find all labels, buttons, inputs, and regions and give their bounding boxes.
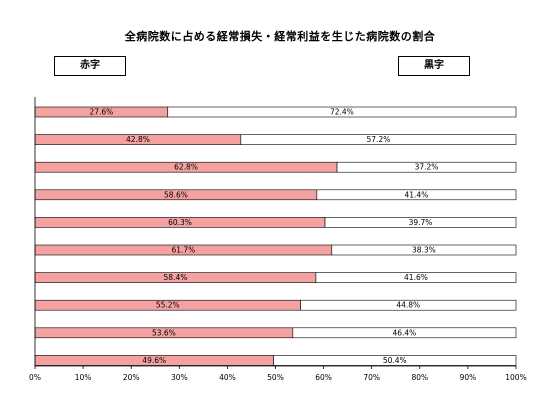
- bars-group: 27.6% 72.4% 42.8% 57.2% 62.8% 37.2% 58.6% 41.4%…: [34, 106, 517, 366]
- bar-surplus-6: [331, 244, 517, 256]
- x-tick-label-4: 40%: [219, 373, 236, 382]
- legend-surplus: 黒字: [398, 56, 470, 76]
- x-tick-label-7: 70%: [363, 373, 380, 382]
- bar-surplus-2: [240, 134, 517, 145]
- x-tick-label-1: 10%: [75, 373, 92, 382]
- label-deficit-6: 61.7%: [171, 246, 195, 255]
- x-tick-label-10: 100%: [505, 373, 526, 382]
- label-deficit-1: 27.6%: [89, 108, 113, 117]
- label-surplus-2: 57.2%: [367, 135, 391, 144]
- label-surplus-8: 44.8%: [396, 301, 420, 310]
- label-deficit-4: 58.6%: [164, 190, 188, 199]
- bar-surplus-9: [292, 327, 517, 339]
- label-deficit-10: 49.6%: [142, 356, 166, 365]
- x-tick-label-3: 30%: [171, 373, 188, 382]
- label-deficit-8: 55.2%: [156, 301, 180, 310]
- label-deficit-3: 62.8%: [174, 163, 198, 172]
- label-deficit-5: 60.3%: [168, 218, 192, 227]
- label-surplus-10: 50.4%: [383, 356, 407, 365]
- bar-surplus-3: [336, 161, 517, 173]
- label-deficit-2: 42.8%: [126, 135, 150, 144]
- label-surplus-3: 37.2%: [415, 163, 439, 172]
- bar-surplus-5: [324, 217, 517, 228]
- label-surplus-6: 38.3%: [412, 246, 436, 255]
- x-tick-label-2: 20%: [123, 373, 140, 382]
- label-surplus-5: 39.7%: [409, 218, 433, 227]
- x-tick-label-0: 0%: [29, 373, 41, 382]
- x-tick-label-6: 60%: [315, 373, 332, 382]
- label-deficit-9: 53.6%: [152, 328, 176, 337]
- label-surplus-1: 72.4%: [330, 108, 354, 117]
- x-axis: 0% 10% 20% 30% 40% 50% 60% 70% 80% 90% 100%: [29, 97, 527, 382]
- label-surplus-4: 41.4%: [405, 190, 429, 199]
- label-deficit-7: 58.4%: [164, 273, 188, 282]
- bar-surplus-1: [167, 106, 517, 118]
- bar-surplus-8: [300, 299, 517, 311]
- x-tick-label-5: 50%: [267, 373, 284, 382]
- bar-surplus-7: [315, 272, 517, 283]
- x-tick-label-8: 80%: [411, 373, 428, 382]
- legend-deficit: 赤字: [54, 56, 126, 76]
- bar-surplus-4: [316, 189, 517, 201]
- label-surplus-7: 41.6%: [404, 273, 428, 282]
- x-tick-label-9: 90%: [460, 373, 477, 382]
- chart-title: 全病院数に占める経常損失・経常利益を生じた病院数の割合: [124, 30, 436, 43]
- label-surplus-9: 46.4%: [392, 328, 416, 337]
- bar-surplus-10: [273, 355, 517, 366]
